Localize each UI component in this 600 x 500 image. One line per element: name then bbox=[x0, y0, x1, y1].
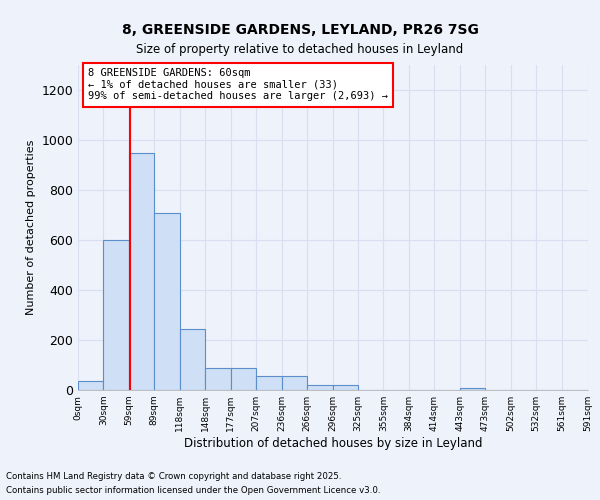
Bar bbox=[205, 368, 231, 390]
Bar bbox=[180, 329, 205, 390]
Bar bbox=[231, 368, 256, 390]
Text: Contains public sector information licensed under the Open Government Licence v3: Contains public sector information licen… bbox=[6, 486, 380, 495]
Bar bbox=[256, 376, 281, 390]
X-axis label: Distribution of detached houses by size in Leyland: Distribution of detached houses by size … bbox=[184, 437, 482, 450]
Y-axis label: Number of detached properties: Number of detached properties bbox=[26, 140, 36, 315]
Bar bbox=[281, 376, 307, 390]
Bar bbox=[332, 385, 358, 390]
Text: 8, GREENSIDE GARDENS, LEYLAND, PR26 7SG: 8, GREENSIDE GARDENS, LEYLAND, PR26 7SG bbox=[122, 22, 478, 36]
Bar bbox=[460, 388, 485, 390]
Text: 8 GREENSIDE GARDENS: 60sqm
← 1% of detached houses are smaller (33)
99% of semi-: 8 GREENSIDE GARDENS: 60sqm ← 1% of detac… bbox=[88, 68, 388, 102]
Text: Contains HM Land Registry data © Crown copyright and database right 2025.: Contains HM Land Registry data © Crown c… bbox=[6, 472, 341, 481]
Bar bbox=[78, 381, 103, 390]
Text: Size of property relative to detached houses in Leyland: Size of property relative to detached ho… bbox=[136, 42, 464, 56]
Bar bbox=[154, 212, 180, 390]
Bar bbox=[307, 385, 332, 390]
Bar bbox=[103, 240, 129, 390]
Bar bbox=[129, 152, 154, 390]
